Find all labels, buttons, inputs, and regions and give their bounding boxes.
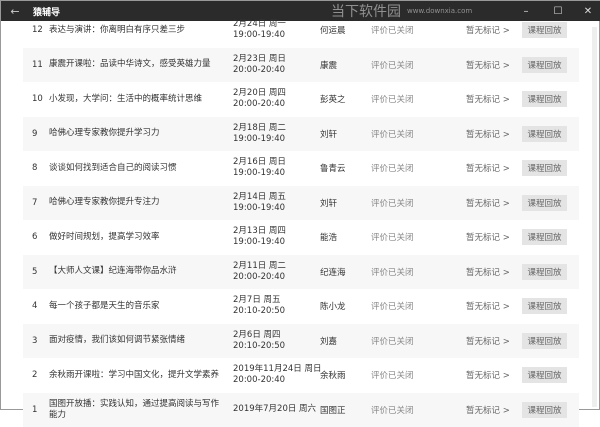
evaluation-status: 评价已关闭 (371, 197, 414, 209)
mark-link[interactable]: 暂无标记 > (466, 59, 510, 71)
teacher-name: 能浩 (320, 231, 337, 243)
lesson-title: 康震开课啦：品读中华诗文，感受英雄力量 (49, 59, 211, 70)
replay-button[interactable]: 课程回放 (522, 195, 567, 211)
evaluation-status: 评价已关闭 (371, 162, 414, 174)
teacher-name: 鲁青云 (320, 162, 346, 174)
mark-link[interactable]: 暂无标记 > (466, 162, 510, 174)
evaluation-status: 评价已关闭 (371, 93, 414, 105)
lesson-title: 余秋雨开课啦：学习中国文化，提升文学素养 (49, 370, 219, 381)
mark-link[interactable]: 暂无标记 > (466, 266, 510, 278)
evaluation-status: 评价已关闭 (371, 266, 414, 278)
scrollbar[interactable] (592, 27, 597, 407)
replay-button[interactable]: 课程回放 (522, 160, 567, 176)
mark-link[interactable]: 暂无标记 > (466, 300, 510, 312)
lesson-title: 【大师人文课】纪连海带你品水浒 (49, 266, 177, 277)
lesson-title: 哈佛心理专家教你提升学习力 (49, 128, 160, 139)
evaluation-status: 评价已关闭 (371, 59, 414, 71)
lesson-number: 7 (32, 198, 48, 208)
lesson-title: 面对疫情，我们该如何调节紧张情绪 (49, 335, 185, 346)
teacher-name: 刘嘉 (320, 335, 337, 347)
lesson-title: 表达与演讲：你离明白有序只差三步 (49, 25, 185, 36)
replay-button[interactable]: 课程回放 (522, 22, 567, 38)
evaluation-status: 评价已关闭 (371, 128, 414, 140)
teacher-name: 何运晨 (320, 24, 346, 36)
mark-link[interactable]: 暂无标记 > (466, 231, 510, 243)
watermark-name: 当下软件园 (331, 1, 401, 21)
lesson-number: 4 (32, 301, 48, 311)
lesson-number: 6 (32, 232, 48, 242)
mark-link[interactable]: 暂无标记 > (466, 335, 510, 347)
mark-link[interactable]: 暂无标记 > (466, 24, 510, 36)
lesson-title: 做好时间规划，提高学习效率 (49, 232, 160, 243)
replay-button[interactable]: 课程回放 (522, 126, 567, 142)
watermark-url: www.downxia.com (407, 7, 472, 15)
evaluation-status: 评价已关闭 (371, 369, 414, 381)
teacher-name: 纪连海 (320, 266, 346, 278)
watermark: 当下软件园 www.downxia.com (331, 1, 472, 21)
mark-link[interactable]: 暂无标记 > (466, 369, 510, 381)
evaluation-status: 评价已关闭 (371, 300, 414, 312)
lesson-number: 3 (32, 336, 48, 346)
replay-button[interactable]: 课程回放 (522, 91, 567, 107)
teacher-name: 余秋雨 (320, 369, 346, 381)
lesson-number: 8 (32, 163, 48, 173)
teacher-name: 陈小龙 (320, 300, 346, 312)
replay-button[interactable]: 课程回放 (522, 298, 567, 314)
lesson-title: 每一个孩子都是天生的音乐家 (49, 301, 160, 312)
replay-button[interactable]: 课程回放 (522, 367, 567, 383)
replay-button[interactable]: 课程回放 (522, 264, 567, 280)
evaluation-status: 评价已关闭 (371, 231, 414, 243)
mark-link[interactable]: 暂无标记 > (466, 197, 510, 209)
lesson-title: 谈谈如何找到适合自己的阅读习惯 (49, 163, 177, 174)
replay-button[interactable]: 课程回放 (522, 57, 567, 73)
lesson-number: 2 (32, 370, 48, 380)
teacher-name: 彭英之 (320, 93, 346, 105)
lesson-number: 10 (32, 94, 48, 104)
lesson-title: 哈佛心理专家教你提升专注力 (49, 197, 160, 208)
lesson-number: 12 (32, 25, 48, 35)
replay-button[interactable]: 课程回放 (522, 333, 567, 349)
mark-link[interactable]: 暂无标记 > (466, 128, 510, 140)
teacher-name: 康震 (320, 59, 337, 71)
evaluation-status: 评价已关闭 (371, 24, 414, 36)
teacher-name: 刘轩 (320, 197, 337, 209)
lesson-number: 5 (32, 267, 48, 277)
evaluation-status: 评价已关闭 (371, 335, 414, 347)
mark-link[interactable]: 暂无标记 > (466, 93, 510, 105)
lesson-number: 9 (32, 129, 48, 139)
teacher-name: 刘轩 (320, 128, 337, 140)
lesson-title: 小发现，大学问：生活中的概率统计思维 (49, 94, 202, 105)
replay-button[interactable]: 课程回放 (522, 229, 567, 245)
lesson-number: 11 (32, 60, 48, 70)
